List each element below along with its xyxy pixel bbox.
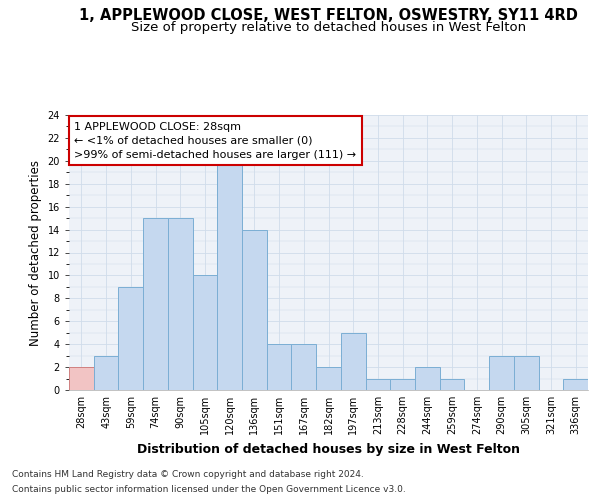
Text: 1 APPLEWOOD CLOSE: 28sqm
← <1% of detached houses are smaller (0)
>99% of semi-d: 1 APPLEWOOD CLOSE: 28sqm ← <1% of detach… bbox=[74, 122, 356, 160]
Bar bbox=[217, 161, 242, 390]
Bar bbox=[341, 332, 365, 390]
Y-axis label: Number of detached properties: Number of detached properties bbox=[29, 160, 42, 346]
Text: Contains HM Land Registry data © Crown copyright and database right 2024.: Contains HM Land Registry data © Crown c… bbox=[12, 470, 364, 479]
Bar bbox=[118, 287, 143, 390]
Bar bbox=[563, 378, 588, 390]
Text: 1, APPLEWOOD CLOSE, WEST FELTON, OSWESTRY, SY11 4RD: 1, APPLEWOOD CLOSE, WEST FELTON, OSWESTR… bbox=[79, 8, 578, 22]
Bar bbox=[365, 378, 390, 390]
Bar bbox=[168, 218, 193, 390]
Bar bbox=[514, 356, 539, 390]
Bar bbox=[69, 367, 94, 390]
Bar bbox=[390, 378, 415, 390]
Bar bbox=[440, 378, 464, 390]
Bar bbox=[292, 344, 316, 390]
Bar bbox=[415, 367, 440, 390]
Bar bbox=[193, 276, 217, 390]
Bar bbox=[316, 367, 341, 390]
Text: Contains public sector information licensed under the Open Government Licence v3: Contains public sector information licen… bbox=[12, 485, 406, 494]
Bar bbox=[267, 344, 292, 390]
Bar bbox=[242, 230, 267, 390]
Bar bbox=[143, 218, 168, 390]
Text: Size of property relative to detached houses in West Felton: Size of property relative to detached ho… bbox=[131, 21, 526, 34]
Bar bbox=[94, 356, 118, 390]
Bar bbox=[489, 356, 514, 390]
Text: Distribution of detached houses by size in West Felton: Distribution of detached houses by size … bbox=[137, 442, 520, 456]
